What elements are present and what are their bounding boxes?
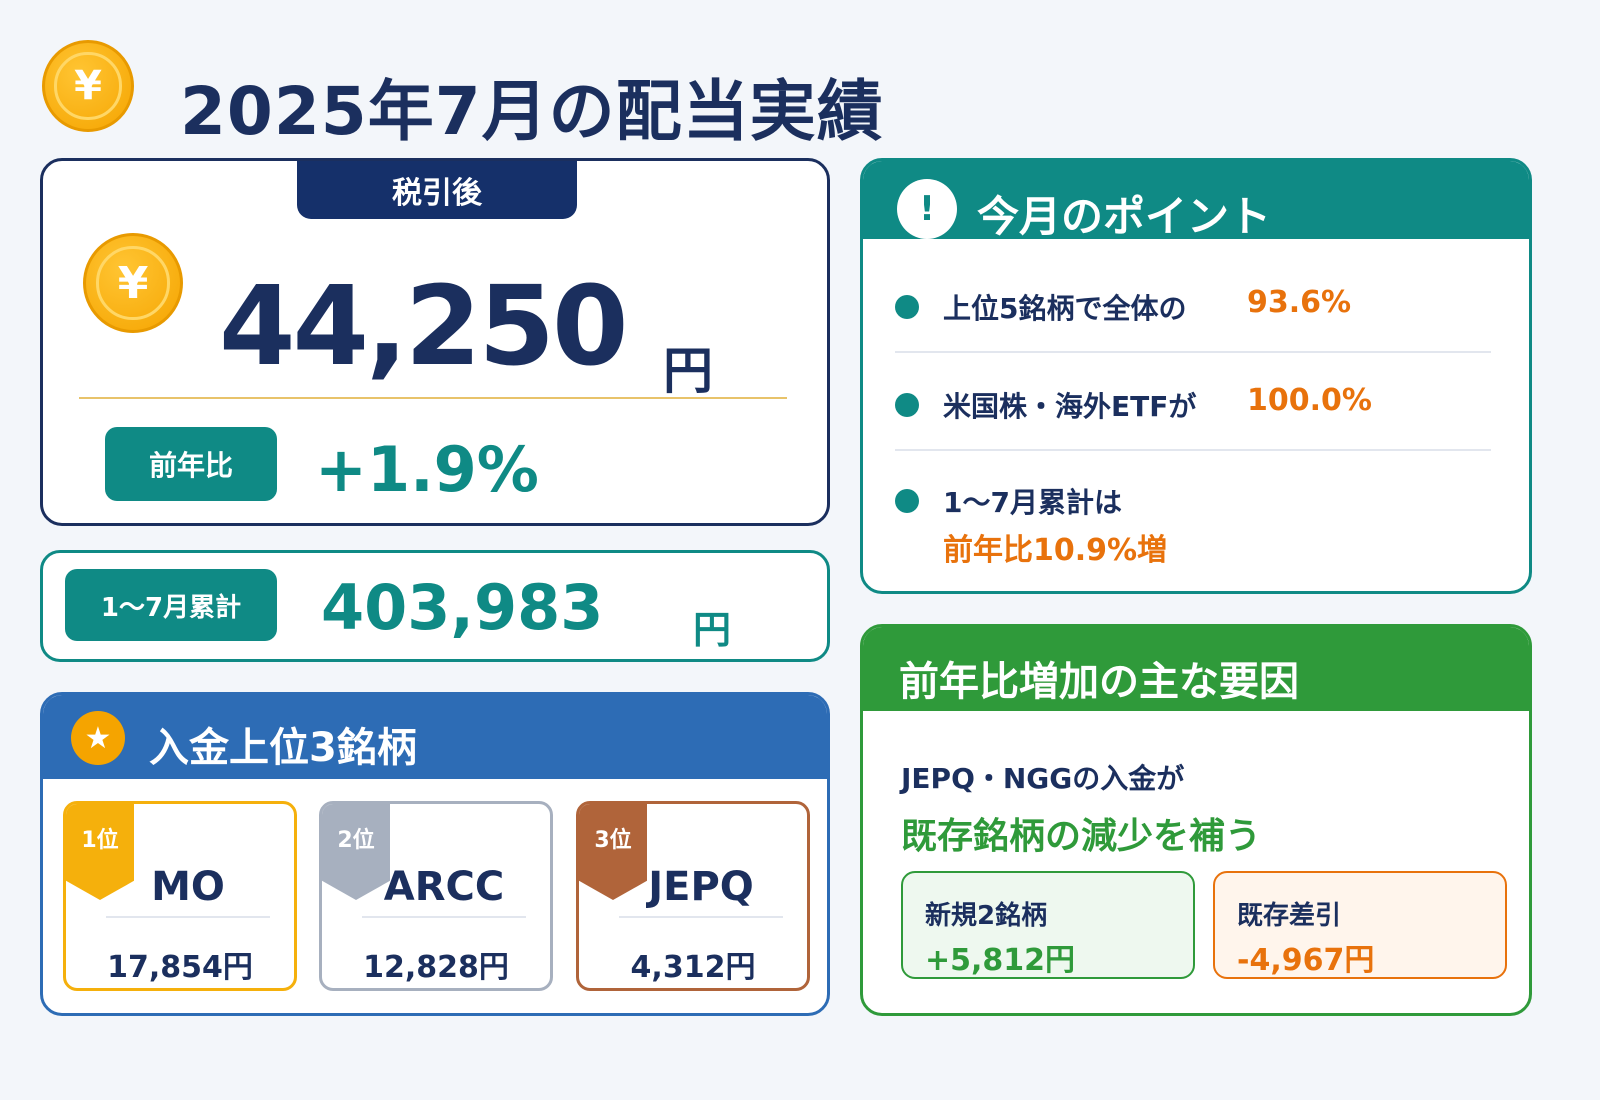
bullet-icon xyxy=(895,489,919,513)
rank-amount: 4,312円 xyxy=(630,950,756,985)
factors-description: JEPQ・NGGの入金が xyxy=(901,762,1185,795)
points-title: 今月のポイント xyxy=(977,192,1272,241)
rank-amount: 17,854円 xyxy=(107,950,253,985)
point-accent: 前年比10.9%増 xyxy=(943,533,1168,568)
top3-header: ★ 入金上位3銘柄 xyxy=(43,695,827,779)
rank-flag: 3位 xyxy=(579,804,647,900)
yen-symbol: ¥ xyxy=(54,52,122,120)
cumulative-amount: 403,983 xyxy=(321,571,604,644)
rank-flag: 1位 xyxy=(66,804,134,900)
yoy-value: +1.9% xyxy=(315,433,539,506)
existing-net-box: 既存差引 -4,967円 xyxy=(1213,871,1507,979)
page-title: 2025年7月の配当実績 xyxy=(180,73,884,150)
point-text: 1〜7月累計は xyxy=(943,486,1122,519)
yoy-badge: 前年比 xyxy=(105,427,277,501)
top3-title: 入金上位3銘柄 xyxy=(149,725,417,771)
factors-highlight: 既存銘柄の減少を補う xyxy=(901,816,1262,857)
divider xyxy=(79,397,787,399)
cumulative-card: 1〜7月累計 403,983 円 xyxy=(40,550,830,662)
new-holdings-value: +5,812円 xyxy=(925,943,1076,978)
point-accent: 100.0% xyxy=(1247,383,1372,418)
yen-coin-icon: ¥ xyxy=(42,40,134,132)
bullet-icon xyxy=(895,295,919,319)
divider xyxy=(895,449,1491,451)
factors-header: 前年比増加の主な要因 xyxy=(863,627,1529,711)
star-icon: ★ xyxy=(71,711,125,765)
rank-item-1: 1位 MO 17,854円 xyxy=(63,801,297,991)
existing-net-value: -4,967円 xyxy=(1237,943,1375,978)
rank-ticker: MO xyxy=(106,864,270,918)
point-text: 上位5銘柄で全体の xyxy=(943,292,1187,325)
cumulative-badge: 1〜7月累計 xyxy=(65,569,277,641)
yen-coin-icon: ¥ xyxy=(83,233,183,333)
rank-ticker: JEPQ xyxy=(619,864,783,918)
yen-symbol: ¥ xyxy=(96,246,170,320)
divider xyxy=(895,351,1491,353)
total-amount-unit: 円 xyxy=(663,342,713,400)
factors-card: 前年比増加の主な要因 JEPQ・NGGの入金が 既存銘柄の減少を補う 新規2銘柄… xyxy=(860,624,1532,1016)
total-amount: 44,250 xyxy=(219,262,628,390)
point-text: 米国株・海外ETFが xyxy=(943,390,1197,423)
rank-flag: 2位 xyxy=(322,804,390,900)
new-holdings-box: 新規2銘柄 +5,812円 xyxy=(901,871,1195,979)
bullet-icon xyxy=(895,393,919,417)
after-tax-badge: 税引後 xyxy=(297,161,577,219)
existing-net-label: 既存差引 xyxy=(1237,901,1342,931)
points-header: ! 今月のポイント xyxy=(863,161,1529,241)
alert-icon: ! xyxy=(897,179,957,239)
rank-ticker: ARCC xyxy=(362,864,526,918)
new-holdings-label: 新規2銘柄 xyxy=(925,901,1048,931)
points-card: ! 今月のポイント 上位5銘柄で全体の 93.6% 米国株・海外ETFが 100… xyxy=(860,158,1532,594)
factors-title: 前年比増加の主な要因 xyxy=(899,659,1299,705)
cumulative-unit: 円 xyxy=(693,608,732,652)
total-dividend-card: 税引後 ¥ 44,250 円 前年比 +1.9% xyxy=(40,158,830,526)
rank-item-2: 2位 ARCC 12,828円 xyxy=(319,801,553,991)
top3-card: ★ 入金上位3銘柄 1位 MO 17,854円 2位 ARCC 12,828円 … xyxy=(40,692,830,1016)
rank-item-3: 3位 JEPQ 4,312円 xyxy=(576,801,810,991)
point-accent: 93.6% xyxy=(1247,285,1352,320)
rank-amount: 12,828円 xyxy=(363,950,509,985)
